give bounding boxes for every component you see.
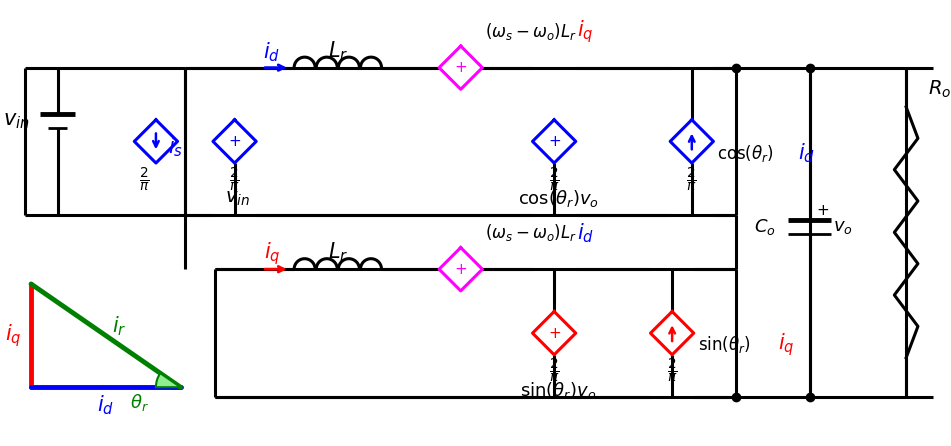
Text: $i_q$: $i_q$ — [263, 240, 281, 267]
Text: $L_r$: $L_r$ — [328, 39, 348, 63]
Text: $i_s$: $i_s$ — [168, 136, 184, 159]
Text: $i_d$: $i_d$ — [263, 40, 281, 64]
Text: $(\omega_s-\omega_o)L_r$: $(\omega_s-\omega_o)L_r$ — [485, 223, 577, 244]
Wedge shape — [156, 373, 181, 387]
Polygon shape — [134, 120, 178, 163]
Text: $\sin(\theta_r)v_o$: $\sin(\theta_r)v_o$ — [520, 380, 596, 401]
Text: $i_r$: $i_r$ — [112, 314, 126, 338]
Polygon shape — [439, 248, 482, 291]
Text: $i_d$: $i_d$ — [576, 221, 593, 245]
Text: $i_q$: $i_q$ — [5, 322, 22, 349]
Text: $\sin(\theta_r)$: $\sin(\theta_r)$ — [698, 334, 750, 355]
Text: $L_r$: $L_r$ — [328, 241, 348, 264]
Text: $+$: $+$ — [228, 134, 242, 149]
Text: $+$: $+$ — [455, 60, 467, 75]
Polygon shape — [213, 120, 256, 163]
Text: $\cos(\theta_r)$: $\cos(\theta_r)$ — [717, 143, 774, 164]
Text: $\frac{2}{\pi}$: $\frac{2}{\pi}$ — [549, 356, 559, 384]
Text: $\frac{2}{\pi}$: $\frac{2}{\pi}$ — [667, 356, 677, 384]
Text: $(\omega_s-\omega_o)L_r$: $(\omega_s-\omega_o)L_r$ — [485, 21, 577, 42]
Text: $C_o$: $C_o$ — [753, 217, 775, 237]
Text: $i_d$: $i_d$ — [798, 141, 815, 165]
Polygon shape — [533, 120, 575, 163]
Text: $v_o$: $v_o$ — [833, 218, 853, 236]
Text: $v_{in}$: $v_{in}$ — [225, 189, 250, 208]
Text: $+$: $+$ — [455, 262, 467, 277]
Polygon shape — [670, 120, 713, 163]
Text: $+$: $+$ — [548, 326, 561, 341]
Polygon shape — [650, 311, 694, 355]
Text: $+$: $+$ — [548, 134, 561, 149]
Text: $\cos(\theta_r)v_o$: $\cos(\theta_r)v_o$ — [517, 188, 598, 209]
Text: $v_{in}$: $v_{in}$ — [4, 111, 30, 131]
Text: $\frac{2}{\pi}$: $\frac{2}{\pi}$ — [687, 165, 697, 193]
Text: $\frac{2}{\pi}$: $\frac{2}{\pi}$ — [139, 165, 149, 193]
Text: $\theta_r$: $\theta_r$ — [129, 392, 148, 413]
Text: $\frac{2}{\pi}$: $\frac{2}{\pi}$ — [229, 165, 240, 193]
Polygon shape — [439, 46, 482, 89]
Text: $+$: $+$ — [816, 203, 829, 218]
Text: $i_q$: $i_q$ — [778, 331, 795, 358]
Text: $i_q$: $i_q$ — [576, 18, 593, 45]
Text: $i_d$: $i_d$ — [97, 393, 114, 417]
Text: $\frac{2}{\pi}$: $\frac{2}{\pi}$ — [549, 165, 559, 193]
Polygon shape — [533, 311, 575, 355]
Text: $R_o$: $R_o$ — [928, 78, 951, 100]
